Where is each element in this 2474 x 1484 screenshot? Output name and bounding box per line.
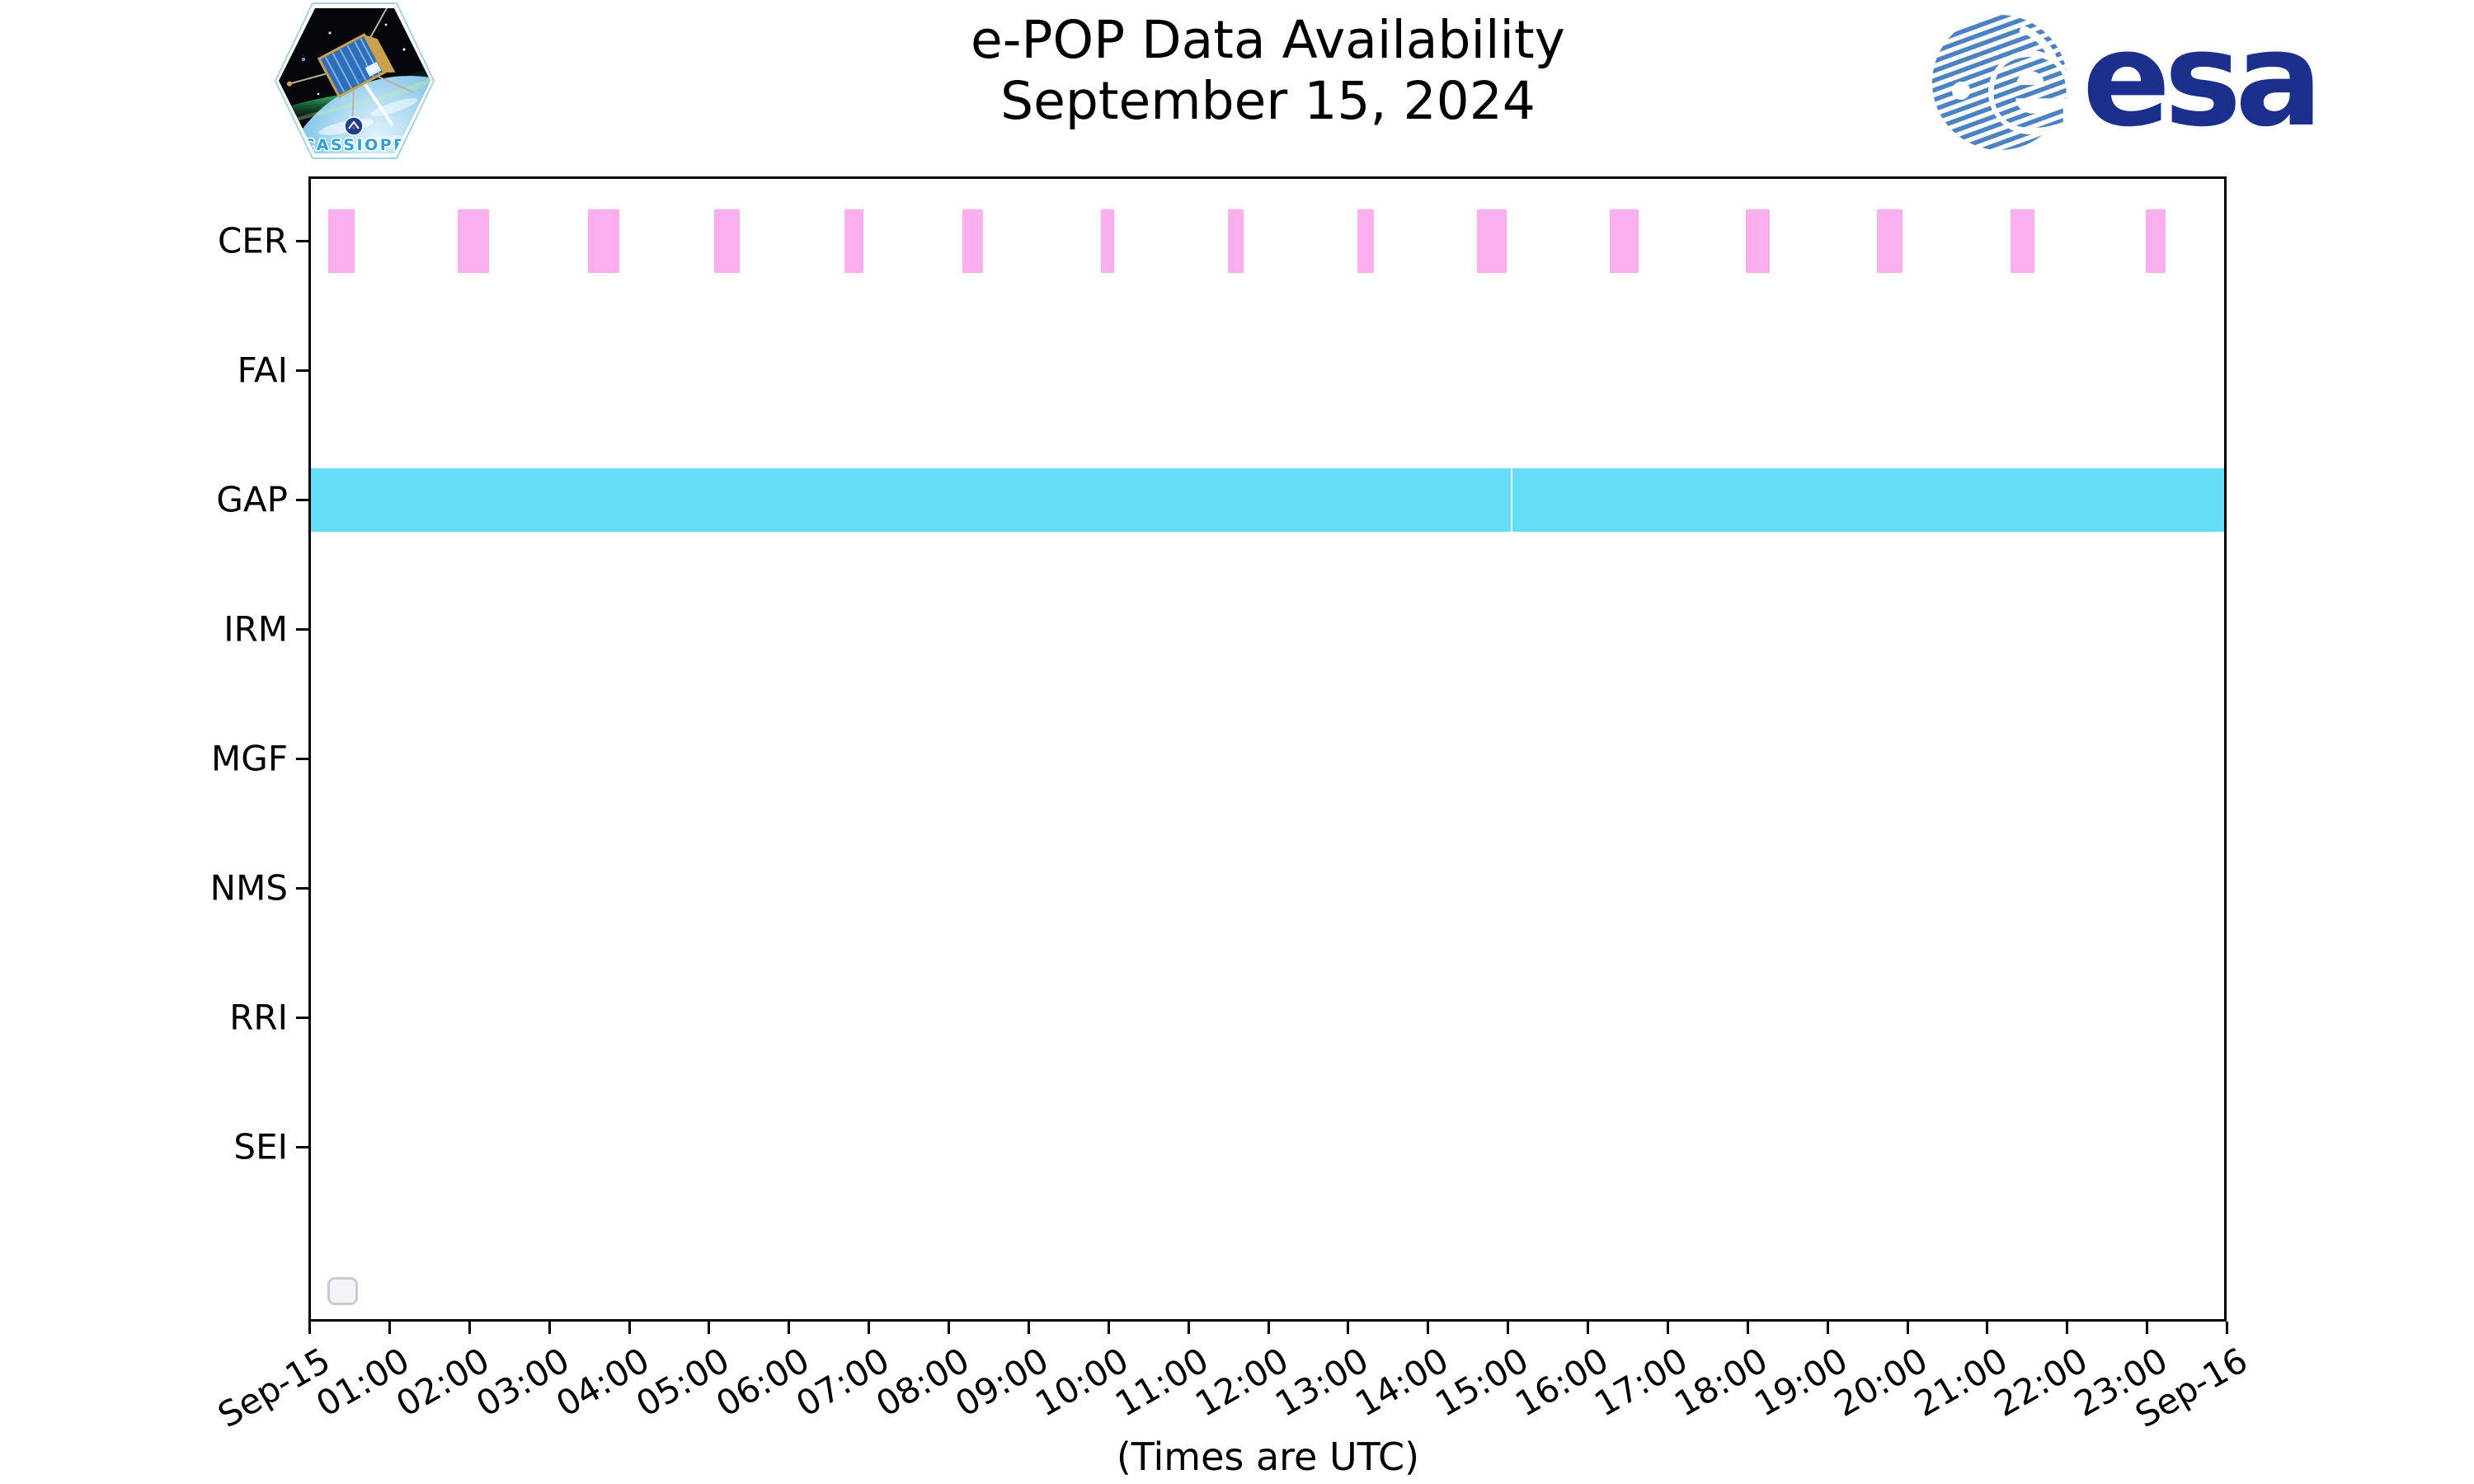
y-tick-fai	[296, 369, 308, 372]
x-tick-11	[1187, 1322, 1190, 1334]
x-tick-label-6: 06:00	[708, 1340, 816, 1425]
page-title: e-POP Data Availability	[971, 10, 1565, 70]
availability-bar-cer	[714, 209, 741, 273]
availability-bar-cer	[1745, 209, 1770, 273]
y-tick-mgf	[296, 757, 308, 760]
availability-bar-cer	[1357, 209, 1375, 273]
y-tick-cer	[296, 239, 308, 242]
x-tick-label-5: 05:00	[629, 1340, 736, 1425]
availability-bar-cer	[458, 209, 489, 273]
y-tick-label-gap: GAP	[216, 479, 288, 520]
x-tick-14	[1427, 1322, 1430, 1334]
availability-bar-cer	[328, 209, 355, 273]
y-tick-label-cer: CER	[217, 220, 288, 261]
x-tick-6	[788, 1322, 791, 1334]
availability-bar-cer	[1610, 209, 1639, 273]
x-tick-4	[628, 1322, 631, 1334]
y-tick-label-irm: IRM	[223, 608, 288, 650]
x-tick-22	[2066, 1322, 2069, 1334]
x-tick-label-21: 21:00	[1907, 1340, 2015, 1425]
x-tick-20	[1906, 1322, 1909, 1334]
x-tick-label-7: 07:00	[788, 1340, 896, 1425]
x-tick-23	[2146, 1322, 2149, 1334]
x-tick-label-20: 20:00	[1827, 1340, 1935, 1425]
x-tick-24	[2226, 1322, 2228, 1334]
chart-title-block: e-POP Data Availability September 15, 20…	[309, 10, 2227, 133]
y-tick-nms	[296, 886, 308, 890]
x-tick-2	[468, 1322, 471, 1334]
availability-bar-gap	[1512, 467, 2224, 532]
x-tick-3	[548, 1322, 551, 1334]
x-tick-1	[388, 1322, 391, 1334]
y-tick-label-rri: RRI	[229, 997, 288, 1038]
x-tick-0	[308, 1322, 311, 1334]
availability-bar-cer	[588, 209, 619, 273]
x-tick-12	[1267, 1322, 1270, 1334]
x-tick-label-4: 04:00	[549, 1340, 656, 1425]
availability-bar-gap	[311, 467, 1511, 532]
x-tick-label-13: 13:00	[1268, 1340, 1376, 1425]
x-tick-8	[948, 1322, 950, 1334]
y-tick-label-fai: FAI	[237, 350, 288, 391]
cassiope-patch-label: CASSIOPE	[303, 136, 406, 154]
esa-globe-icon: e	[1932, 12, 2072, 154]
y-tick-irm	[296, 627, 308, 631]
esa-globe-letter: e	[1988, 12, 2072, 154]
x-tick-label-15: 15:00	[1427, 1340, 1536, 1425]
x-tick-19	[1826, 1322, 1829, 1334]
y-tick-label-sei: SEI	[233, 1126, 288, 1167]
legend-box	[327, 1277, 358, 1305]
x-tick-13	[1347, 1322, 1350, 1334]
availability-bar-cer	[2011, 209, 2035, 273]
x-tick-21	[1986, 1322, 1989, 1334]
availability-bar-cer	[844, 209, 864, 273]
y-tick-rri	[296, 1016, 308, 1019]
x-tick-9	[1027, 1322, 1030, 1334]
availability-bar-cer	[2146, 209, 2166, 273]
availability-bar-cer	[1228, 209, 1244, 273]
page-subtitle: September 15, 2024	[1000, 71, 1536, 132]
esa-wordmark: esa	[2082, 10, 2316, 154]
x-tick-16	[1587, 1322, 1589, 1334]
y-tick-sei	[296, 1145, 308, 1148]
x-tick-10	[1107, 1322, 1110, 1334]
y-tick-label-mgf: MGF	[211, 738, 288, 779]
x-tick-7	[868, 1322, 871, 1334]
x-tick-label-14: 14:00	[1348, 1340, 1456, 1425]
y-tick-label-nms: NMS	[209, 867, 288, 909]
x-axis-caption: (Times are UTC)	[1116, 1435, 1420, 1479]
esa-logo-icon: e esa	[1932, 10, 2323, 154]
availability-bar-cer	[962, 209, 983, 273]
y-tick-gap	[296, 498, 308, 501]
x-tick-18	[1746, 1322, 1749, 1334]
availability-bar-cer	[1477, 209, 1507, 273]
availability-bar-cer	[1876, 209, 1903, 273]
cassiope-mission-patch-icon: CASSIOPE	[274, 2, 435, 159]
x-tick-15	[1507, 1322, 1510, 1334]
x-tick-label-22: 22:00	[1987, 1340, 2095, 1425]
plot-area	[308, 176, 2227, 1322]
x-tick-5	[708, 1322, 711, 1334]
availability-bar-cer	[1101, 209, 1114, 273]
x-tick-17	[1666, 1322, 1669, 1334]
x-tick-label-12: 12:00	[1188, 1340, 1296, 1425]
